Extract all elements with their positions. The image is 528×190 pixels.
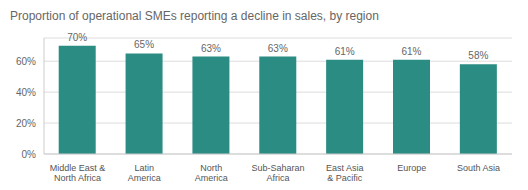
svg-text:65%: 65% <box>134 39 154 50</box>
html-text:Proportion of operational SMEs: Proportion of operational SMEs reporting… <box>10 9 379 23</box>
svg-text:East Asia& Pacific: East Asia& Pacific <box>326 163 364 182</box>
svg-text:61%: 61% <box>335 46 355 57</box>
svg-text:70%: 70% <box>67 32 87 43</box>
svg-text:40%: 40% <box>16 87 36 98</box>
svg-text:20%: 20% <box>16 118 36 129</box>
svg-text:LatinAmerica: LatinAmerica <box>128 163 161 182</box>
svg-text:Europe: Europe <box>397 163 426 173</box>
svg-text:South Asia: South Asia <box>457 163 500 173</box>
svg-text:58%: 58% <box>468 50 488 61</box>
svg-text:63%: 63% <box>201 43 221 54</box>
svg-text:Middle East &North Africa: Middle East &North Africa <box>50 163 106 182</box>
svg-text:63%: 63% <box>268 43 288 54</box>
svg-text:NorthAmerica: NorthAmerica <box>195 163 228 182</box>
svg-text:Sub-SaharanAfrica: Sub-SaharanAfrica <box>251 163 304 182</box>
svg-text:0%: 0% <box>22 149 37 160</box>
svg-text:60%: 60% <box>16 56 36 67</box>
svg-text:61%: 61% <box>401 46 421 57</box>
